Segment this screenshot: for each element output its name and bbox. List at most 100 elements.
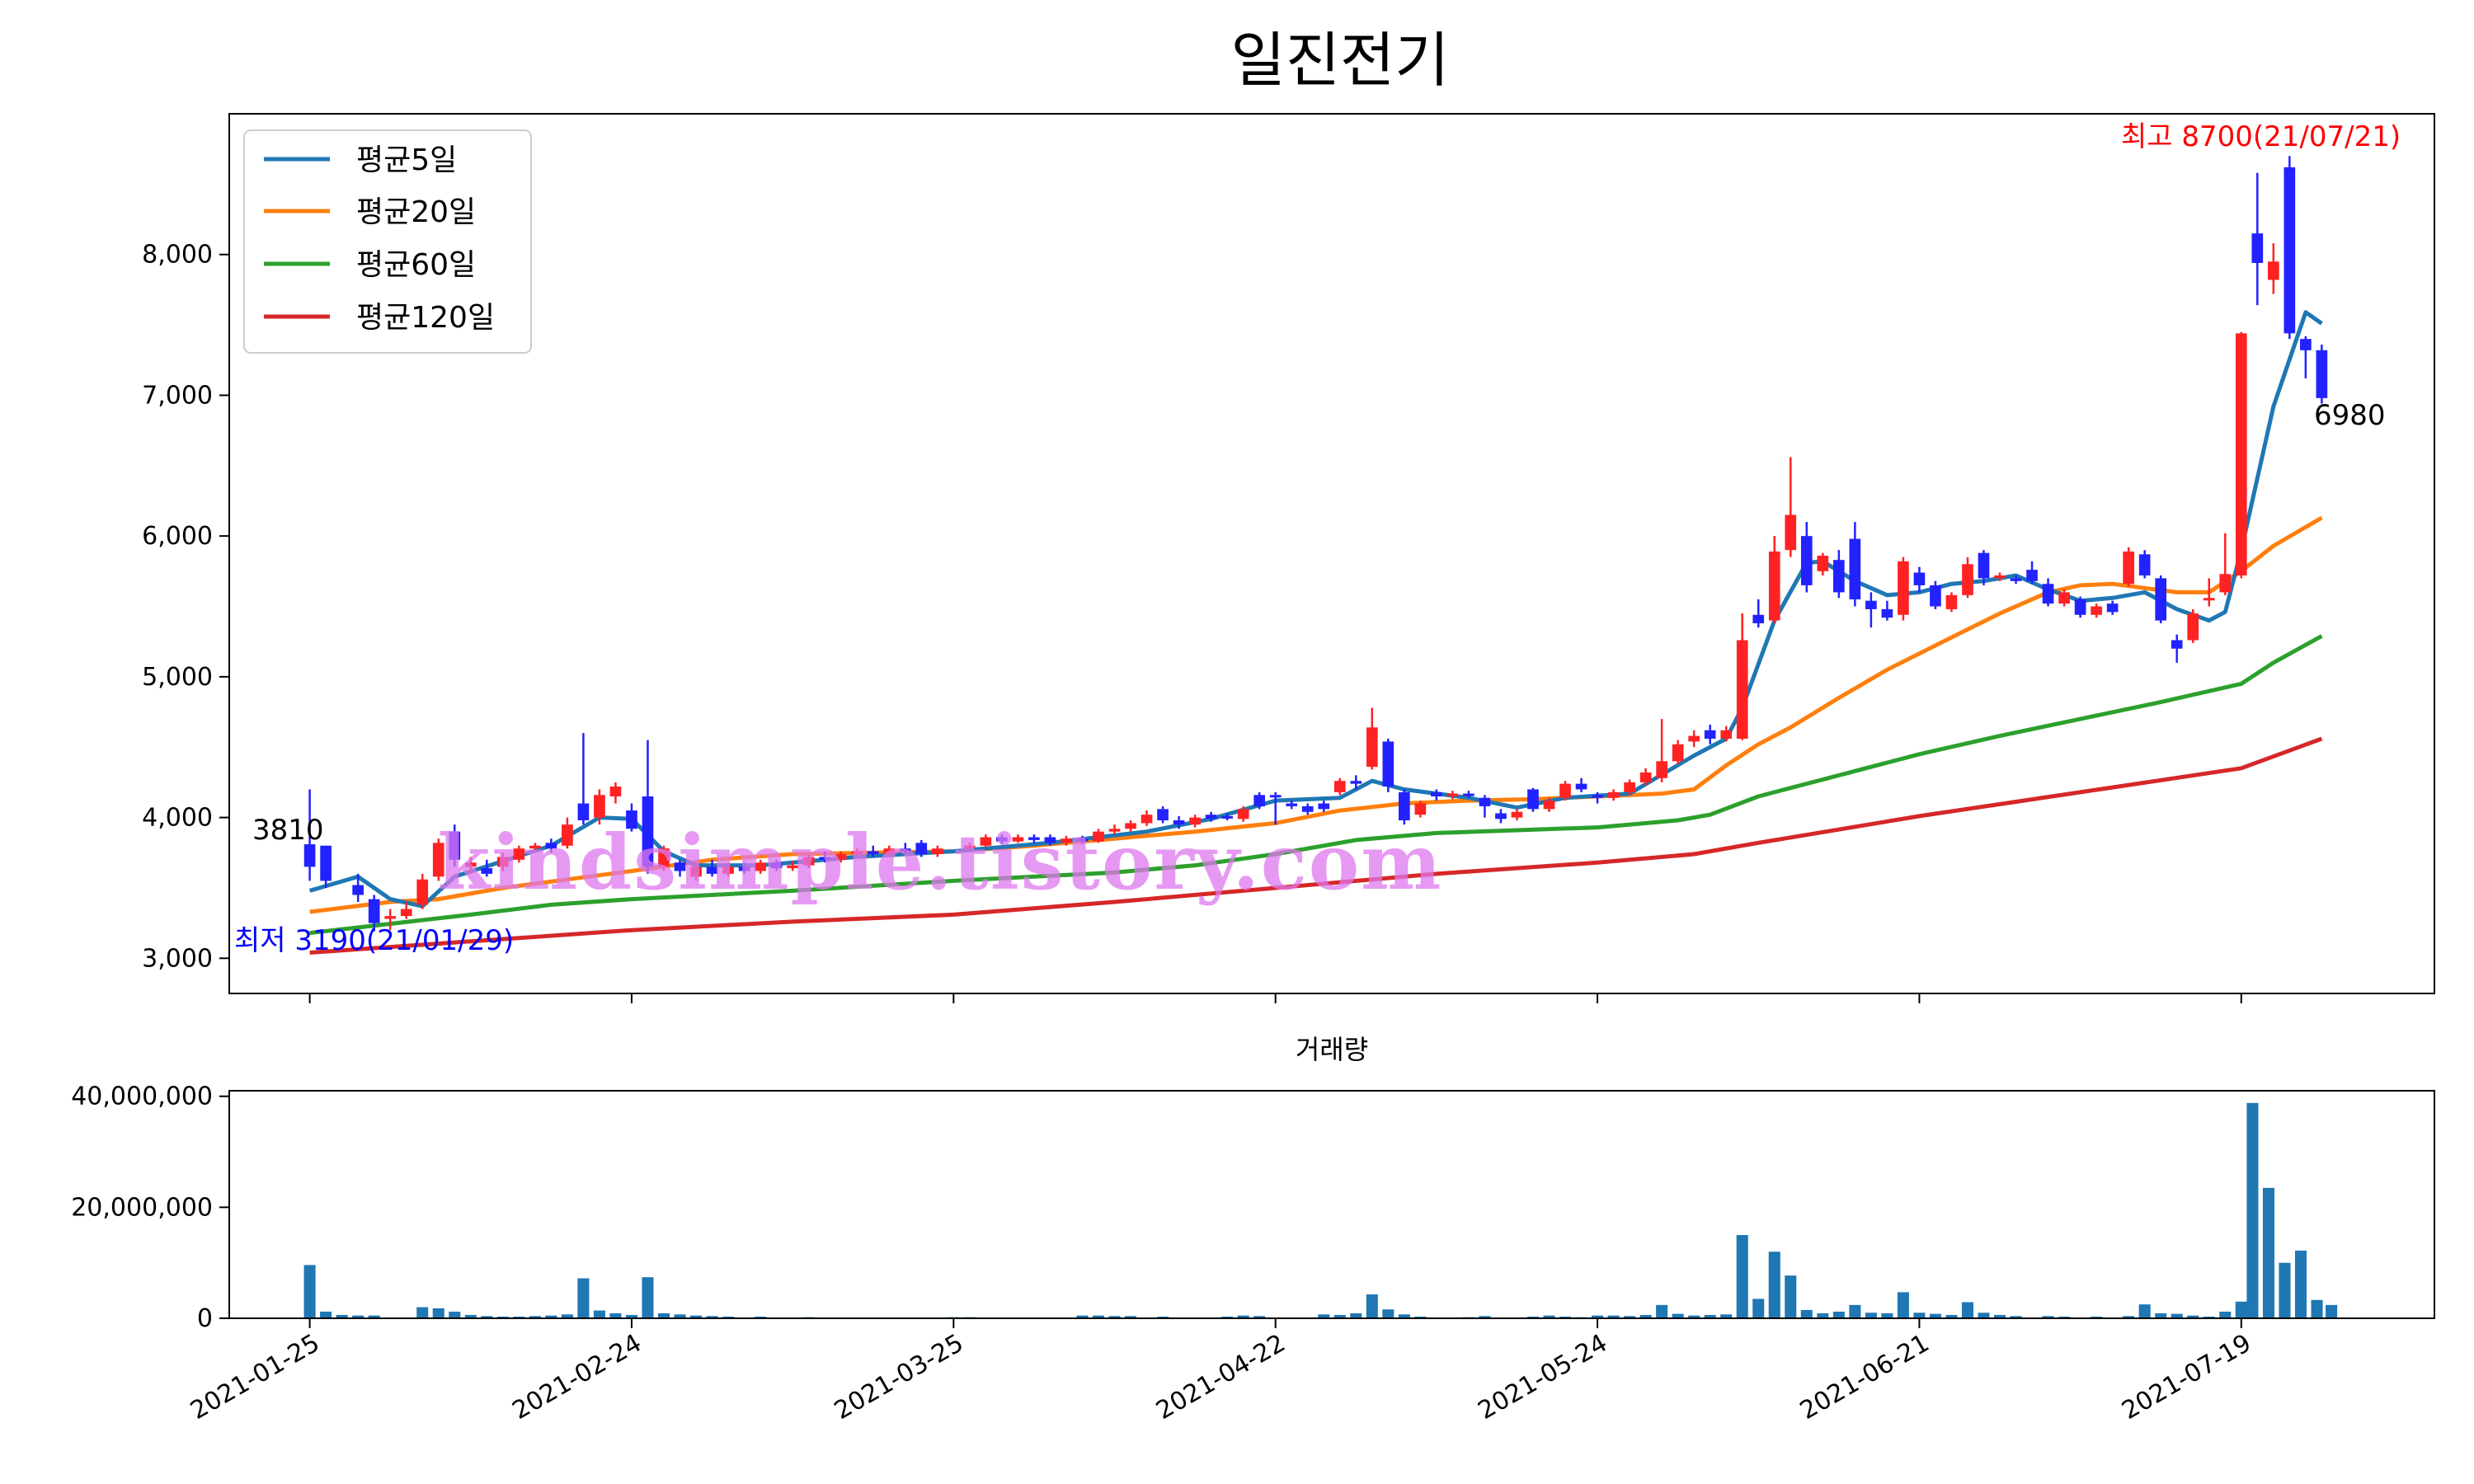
candle [1672,740,1684,764]
volume-bar [1479,1316,1491,1318]
candle-body [609,787,622,796]
candle [1575,777,1587,792]
line-ma120 [309,736,2323,955]
candle [1817,552,1829,575]
candle-body [432,843,444,877]
x-tick-label: 2021-04-22 [1151,1329,1290,1425]
volume-y-tick-label: 20,000,000 [71,1193,213,1222]
candle [352,873,364,903]
candle-body [1930,585,1941,607]
candle-body [2284,167,2296,334]
candle-body [1978,552,1990,579]
volume-bar [690,1315,703,1318]
volume-bar [432,1308,444,1318]
candle [562,817,573,849]
candle-body [2316,350,2328,398]
candle [2203,578,2215,607]
candle [1286,801,1298,810]
last-close-annotation: 6980 [2314,399,2386,432]
candle [2010,575,2022,585]
candle-body [819,857,831,860]
candle [1945,592,1958,613]
candle [867,845,879,857]
x-tick-label: 2021-06-21 [1795,1329,1934,1425]
candle [1527,787,1539,812]
candle-body [2074,599,2086,615]
volume-bar [1366,1294,1378,1318]
price-x-axis [308,993,2242,1003]
candle-body [1269,795,1282,798]
volume-bar [593,1310,605,1318]
candle-body [2106,603,2119,613]
candle [432,838,444,881]
volume-bar [642,1277,654,1318]
volume-bar [1672,1313,1684,1318]
line-ma60 [309,634,2323,936]
candle [2106,600,2119,615]
candle-body [1333,781,1346,792]
candle [1656,719,1667,782]
volume-bars [303,1102,2338,1318]
candle-body [915,843,928,854]
volume-bar [416,1307,429,1318]
candle-body [770,862,783,869]
candle [2187,608,2199,643]
candle-body [1720,730,1733,739]
candle [513,845,525,863]
candle [2155,575,2167,624]
volume-bar [561,1314,573,1318]
volume-bar [2171,1313,2183,1318]
candle-body [2042,584,2054,604]
volume-bar [1639,1314,1652,1318]
candle [1141,810,1153,826]
candle-body [1141,815,1153,824]
candle-body [787,865,798,869]
candle [1318,801,1330,812]
candle [1189,815,1201,828]
volume-bar [2294,1250,2307,1318]
candle [1382,738,1395,792]
candle [2251,172,2264,306]
candle-body [1399,791,1410,821]
candle [787,861,798,871]
candle-body [1832,560,1845,593]
candle [1495,809,1507,824]
volume-bar [657,1313,670,1318]
volume-bar [1092,1315,1105,1318]
candle [1414,801,1427,818]
y-tick-label: 3,000 [142,944,213,973]
candle-body [400,909,412,917]
candle-body [1061,838,1072,843]
volume-bar [1559,1316,1572,1318]
candle [883,845,896,857]
candle [1832,550,1845,599]
candle-body [1108,829,1121,832]
candle-body [1511,811,1523,818]
volume-bar [2091,1316,2103,1318]
volume-bar [352,1315,365,1318]
candle [722,862,734,877]
candle-body [513,848,525,860]
legend-label-ma60: 평균60일 [356,248,476,282]
candle [1253,791,1265,810]
candle [1849,522,1861,607]
candle [1898,556,1909,621]
candle-body [1913,572,1926,585]
candle-body [1414,803,1427,815]
candle-body [980,837,992,846]
x-tick-label: 2021-03-25 [830,1329,968,1425]
volume-bar [609,1313,622,1318]
candle [1012,834,1024,843]
candle-body [1495,813,1507,819]
candle [2267,243,2279,294]
candle-body [1527,789,1539,810]
candle-body [320,845,332,881]
candle [1543,797,1555,812]
candle [1205,811,1217,822]
candle [594,789,605,825]
candle-body [1994,575,2006,579]
candle-body [1221,815,1233,819]
volume-bar [1333,1314,1346,1318]
volume-bar [1382,1309,1395,1318]
volume-bar [1237,1315,1249,1318]
